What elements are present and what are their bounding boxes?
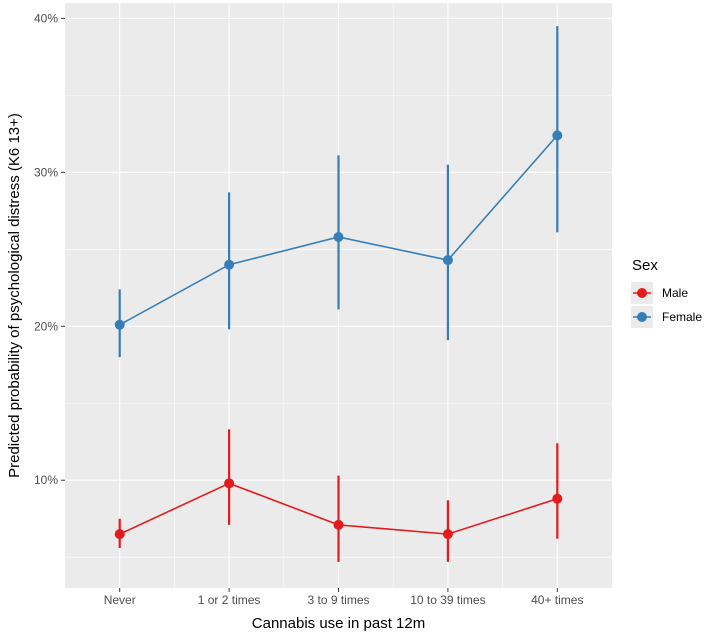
y-tick-label: 10%: [34, 473, 58, 487]
legend-label-female: Female: [662, 310, 702, 324]
x-axis-title: Cannabis use in past 12m: [252, 615, 425, 632]
data-point-male: [442, 529, 453, 540]
series-layer: [114, 26, 563, 562]
x-tick-label: Never: [104, 593, 136, 607]
y-axis-title: Predicted probability of psychological d…: [6, 113, 23, 478]
x-tick-label: 10 to 39 times: [410, 593, 485, 607]
series-female: [114, 26, 563, 358]
data-point-male: [114, 529, 125, 540]
x-tick-label: 3 to 9 times: [307, 593, 369, 607]
x-tick-label: 40+ times: [531, 593, 583, 607]
data-point-male: [552, 493, 563, 504]
legend-point-female: [637, 312, 647, 322]
x-tick-label: 1 or 2 times: [198, 593, 261, 607]
data-point-male: [333, 519, 344, 530]
legend: Sex Male Female: [631, 257, 702, 328]
data-point-female: [442, 255, 453, 266]
legend-point-male: [637, 288, 647, 298]
series-male: [114, 429, 563, 562]
legend-title: Sex: [632, 257, 658, 274]
data-point-female: [224, 259, 235, 270]
data-point-female: [333, 232, 344, 242]
data-point-female: [114, 319, 125, 330]
y-tick-label: 40%: [34, 11, 58, 25]
y-axis: 10% 20% 30% 40%: [34, 11, 65, 487]
y-tick-label: 30%: [34, 165, 58, 179]
x-axis: Never 1 or 2 times 3 to 9 times 10 to 39 ti…: [104, 588, 583, 607]
legend-label-male: Male: [662, 286, 688, 300]
data-point-male: [224, 478, 235, 489]
data-point-female: [552, 130, 563, 141]
y-tick-label: 20%: [34, 319, 58, 333]
